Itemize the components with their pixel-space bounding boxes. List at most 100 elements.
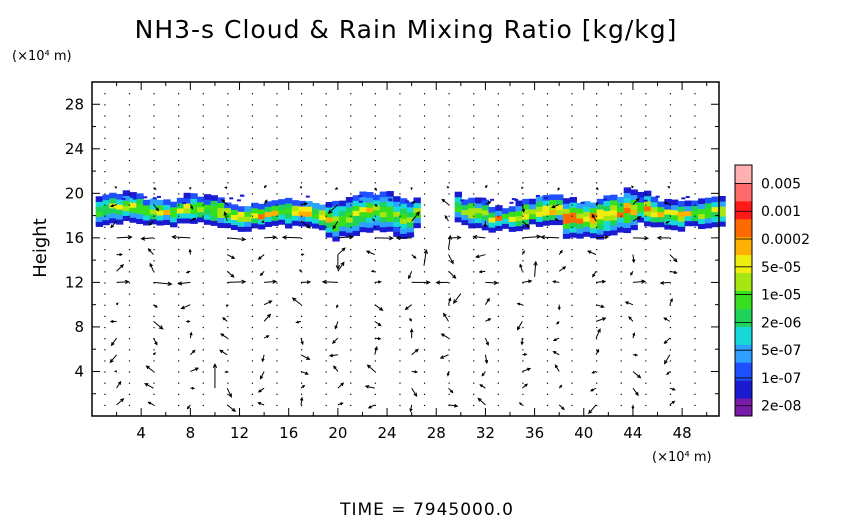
grid-dot [251,338,254,340]
cloud-cell [596,223,605,230]
grid-dot [694,271,696,273]
cloud-cell [691,220,699,227]
grid-dot [350,260,352,262]
cloud-speck [685,195,690,198]
grid-dot [645,338,647,340]
time-label: TIME = 7945000.0 [339,500,514,519]
grid-dot [325,382,327,384]
cloud-cell [637,216,645,223]
grid-dot [202,338,204,340]
cloud-cell [210,215,218,221]
grid-dot [694,360,696,362]
grid-dot [128,171,131,173]
grid-dot [251,382,254,384]
grid-dot [596,249,598,251]
cloud-cell [664,198,672,205]
cloud-cell [562,228,571,234]
cloud-cell [285,217,293,224]
cloud-cell [352,200,360,206]
cloud-cell [95,211,104,217]
cloud-cell [210,220,218,226]
wind-arrow-strong [522,279,533,284]
cloud-cell [616,221,625,228]
grid-dot [276,182,278,184]
cloud-cell [298,215,306,222]
grid-dot [178,237,180,240]
cloud-cell [291,210,300,216]
cloud-cell [271,210,279,216]
cloud-cell [556,219,564,226]
grid-dot [202,104,204,106]
cloud-speck [476,201,481,204]
grid-dot [423,315,426,317]
grid-dot [251,260,254,262]
cloud-cell [623,207,632,214]
colorbar-swatch [735,254,752,274]
grid-dot [546,193,549,195]
grid-dot [128,349,131,351]
grid-dot [473,349,475,351]
grid-dot [399,148,401,150]
cloud-cell [379,191,388,198]
grid-dot [448,148,450,150]
cloud-speck [240,194,245,197]
cloud-cell [305,221,313,227]
wind-arrow-strong [472,234,486,240]
grid-dot [423,371,426,373]
cloud-cell [372,194,381,201]
grid-dot [153,193,155,195]
grid-dot [251,304,254,306]
grid-dot [497,137,499,139]
wind-arrow [477,397,486,406]
grid-dot [448,349,450,351]
grid-dot [694,159,696,162]
cloud-cell [468,222,476,229]
wind-arrow-strong [337,234,355,240]
wind-arrow [667,185,671,189]
cloud-cell [278,199,286,205]
cloud-cell [589,232,598,239]
grid-dot [645,304,647,306]
wind-arrow [521,220,530,228]
grid-dot [423,338,426,340]
grid-dot [546,159,549,162]
grid-dot [276,159,278,162]
cloud-cell [312,212,320,219]
cloud-cell [210,195,218,201]
cloud-cell [406,216,415,223]
cloud-cell [203,219,212,225]
cloud-cell [596,198,605,205]
grid-dot [620,404,622,407]
grid-dot [276,371,278,373]
cloud-cell [298,210,306,217]
grid-dot [202,159,204,162]
cloud-cell [197,196,205,203]
grid-dot [227,260,229,262]
grid-dot [301,137,303,139]
grid-dot [104,315,106,317]
grid-dot [694,382,696,384]
grid-dot [104,338,106,340]
grid-dot [448,293,450,295]
cloud-cell [224,212,232,219]
grid-dot [227,293,229,295]
grid-dot [497,182,499,184]
grid-dot [227,360,229,362]
grid-dot [423,360,426,362]
grid-dot [325,148,327,150]
cloud-cell [372,214,381,221]
grid-dot [497,293,499,295]
grid-dot [178,204,180,206]
grid-dot [104,215,106,217]
wind-arrow [116,263,124,272]
cloud-cell [556,214,564,221]
grid-dot [522,93,524,95]
cloud-cell [474,202,483,209]
grid-dot [276,293,278,295]
cloud-cell [318,214,327,221]
grid-dot [669,93,672,95]
plot-frame [91,81,720,417]
cloud-cell [623,197,632,204]
cloud-cell [244,216,252,222]
